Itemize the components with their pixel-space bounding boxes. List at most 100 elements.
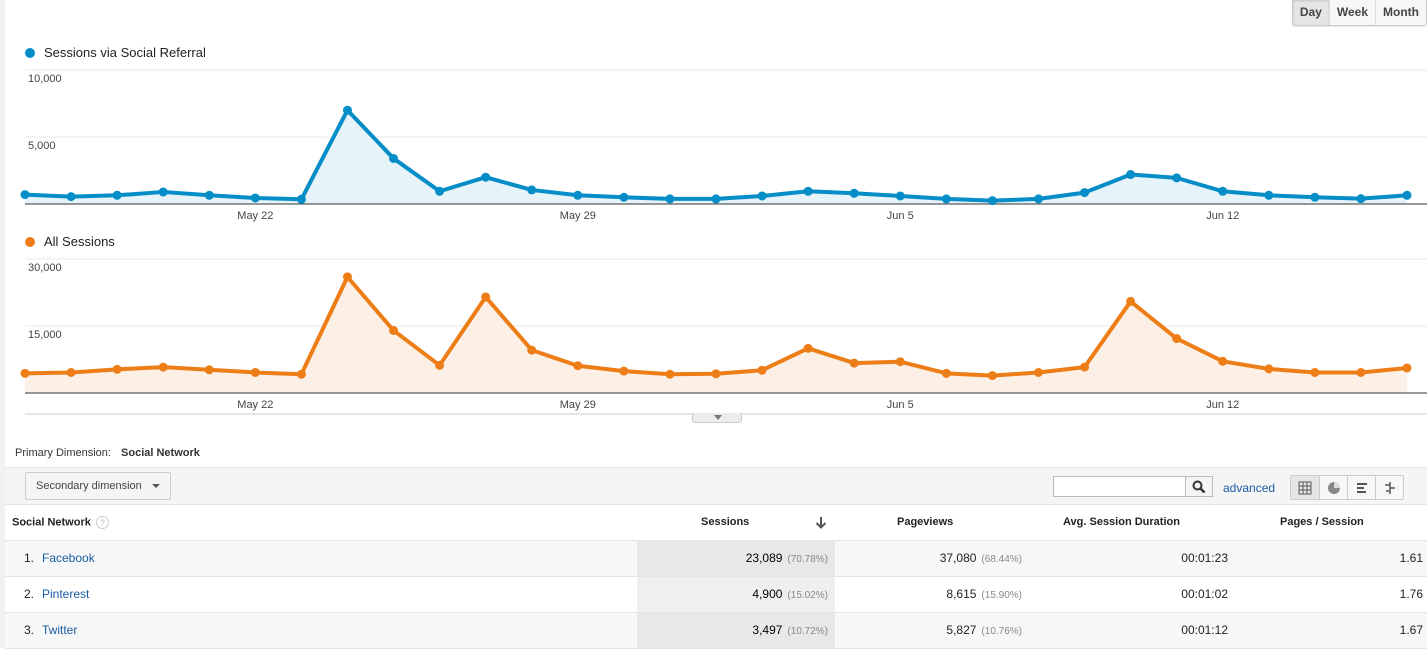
social-referral-chart: 10,000 5,000 May 22 May 29 Jun 5 Jun 12 <box>20 69 1427 222</box>
x-tick-label: Jun 12 <box>1206 210 1239 222</box>
x-tick-label: Jun 5 <box>887 210 914 222</box>
legend-dot-icon <box>25 47 35 58</box>
comparison-view-button[interactable] <box>1375 476 1403 499</box>
header-social-network[interactable]: Social Network? <box>5 505 637 541</box>
search-button[interactable] <box>1185 476 1213 497</box>
data-point <box>711 194 721 204</box>
pages-per-session-value: 1.76 <box>1230 576 1427 613</box>
table-search-input[interactable] <box>1053 476 1186 497</box>
data-point <box>1356 367 1366 377</box>
data-point <box>941 368 951 378</box>
data-point <box>987 371 997 381</box>
table-row: 3. Twitter 3,497 (10.72%) 5,827 (10.76%) 00… <box>5 612 1427 649</box>
data-point <box>757 191 767 201</box>
sessions-value: 4,900 <box>752 587 783 601</box>
avg-duration-value: 00:01:02 <box>1030 576 1230 613</box>
network-link[interactable]: Twitter <box>42 623 78 637</box>
header-social-network-label: Social Network <box>12 516 91 529</box>
data-point <box>1264 364 1274 374</box>
primary-dimension-value[interactable]: Social Network <box>121 447 200 459</box>
header-pageviews[interactable]: Pageviews <box>835 505 1030 541</box>
data-point <box>1218 356 1228 366</box>
pageviews-percent: (15.90%) <box>981 590 1022 601</box>
chart-expand-button[interactable] <box>692 413 742 423</box>
sessions-value: 3,497 <box>752 623 783 637</box>
data-point <box>1264 190 1274 200</box>
sessions-percent: (70.78%) <box>787 554 828 565</box>
data-point <box>849 358 859 368</box>
x-tick-label: Jun 5 <box>887 399 914 411</box>
pageviews-percent: (68.44%) <box>981 554 1022 565</box>
data-point <box>296 369 306 379</box>
data-point <box>849 188 859 198</box>
data-point <box>527 345 537 355</box>
pageviews-value: 8,615 <box>946 587 977 601</box>
data-point <box>619 192 629 202</box>
data-point <box>112 364 122 374</box>
avg-duration-value: 00:01:12 <box>1030 612 1230 649</box>
x-tick-label: May 29 <box>560 399 596 411</box>
data-point <box>342 105 352 115</box>
date-granularity-toggle: Day Week Month <box>1291 0 1427 26</box>
header-sessions[interactable]: Sessions <box>637 505 835 541</box>
pageviews-percent: (10.76%) <box>981 626 1022 637</box>
sessions-percent: (15.02%) <box>787 590 828 601</box>
data-point <box>665 369 675 379</box>
x-tick-label: May 29 <box>560 210 596 222</box>
y-tick-label: 5,000 <box>28 140 56 152</box>
advanced-filter-link[interactable]: advanced <box>1223 481 1276 495</box>
performance-view-button[interactable] <box>1347 476 1375 499</box>
data-point <box>389 325 399 335</box>
month-button[interactable]: Month <box>1375 0 1426 25</box>
row-rank: 3. <box>23 623 34 637</box>
avg-duration-value: 00:01:23 <box>1030 540 1230 577</box>
sessions-percent: (10.72%) <box>787 626 828 637</box>
data-point <box>250 193 260 203</box>
data-point <box>895 357 905 367</box>
data-point <box>895 191 905 201</box>
help-icon[interactable]: ? <box>95 515 109 529</box>
y-tick-label: 30,000 <box>28 262 62 274</box>
data-point <box>1172 334 1182 344</box>
data-point <box>757 365 767 375</box>
secondary-dimension-dropdown[interactable]: Secondary dimension <box>25 472 171 500</box>
table-view-button[interactable] <box>1291 476 1319 499</box>
week-button[interactable]: Week <box>1328 0 1376 25</box>
pages-per-session-value: 1.67 <box>1230 612 1427 649</box>
header-sessions-label: Sessions <box>701 516 750 529</box>
network-link[interactable]: Facebook <box>42 551 95 565</box>
grid-icon <box>1298 481 1312 494</box>
data-point <box>435 360 445 370</box>
pie-view-button[interactable] <box>1319 476 1347 499</box>
secondary-dimension-label: Secondary dimension <box>36 480 142 492</box>
left-gutter <box>0 0 5 648</box>
table-row: 1. Facebook 23,089 (70.78%) 37,080 (68.44%)… <box>5 540 1427 577</box>
chevron-down-icon <box>714 415 722 420</box>
data-point <box>296 194 306 204</box>
chart2-legend: All Sessions <box>25 234 115 249</box>
data-point <box>435 186 445 196</box>
data-point <box>573 190 583 200</box>
data-point <box>158 187 168 197</box>
data-point <box>204 190 214 200</box>
search-icon <box>1192 480 1206 493</box>
caret-down-icon <box>151 484 160 488</box>
table-toolbar: Secondary dimension advanced <box>5 467 1427 505</box>
header-avg-session-duration[interactable]: Avg. Session Duration <box>1030 505 1230 541</box>
day-button[interactable]: Day <box>1292 0 1329 25</box>
data-point <box>1080 188 1090 198</box>
data-point <box>20 368 30 378</box>
network-link[interactable]: Pinterest <box>42 587 90 601</box>
bar-chart-icon <box>1356 482 1367 493</box>
data-point <box>158 362 168 372</box>
sessions-value: 23,089 <box>745 551 783 565</box>
data-point <box>389 153 399 163</box>
chart1-legend-label: Sessions via Social Referral <box>44 45 206 60</box>
data-point <box>573 361 583 371</box>
data-point <box>941 194 951 204</box>
data-point <box>1033 367 1043 377</box>
data-point <box>1402 190 1412 200</box>
x-tick-label: Jun 12 <box>1206 399 1239 411</box>
header-pages-per-session[interactable]: Pages / Session <box>1230 505 1427 541</box>
table-view-switcher <box>1290 475 1404 500</box>
